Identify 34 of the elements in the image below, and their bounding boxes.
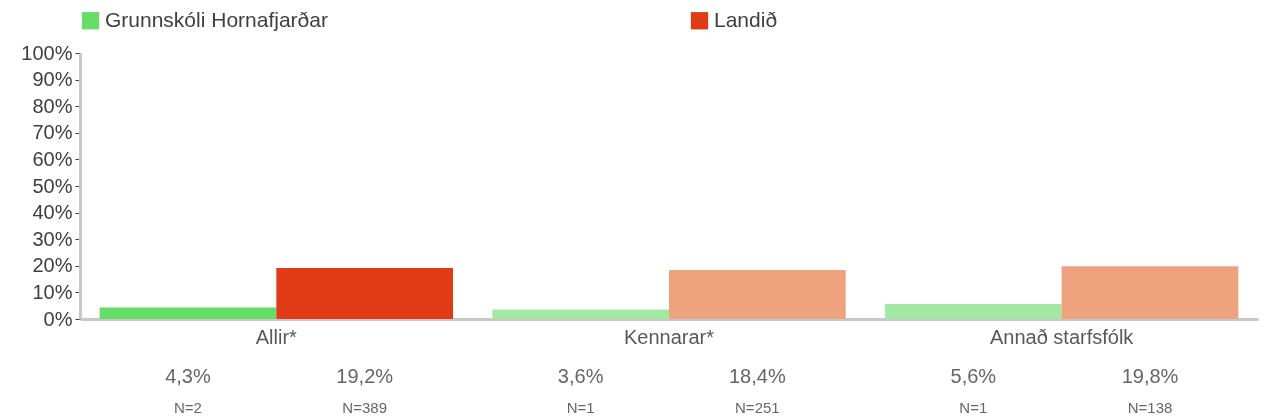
y-tick-label: 60% <box>32 147 73 170</box>
text: N=2 <box>174 399 202 416</box>
bar <box>276 267 454 319</box>
y-tick-label: 10% <box>32 280 73 303</box>
bar <box>884 304 1062 319</box>
x-tick-label: Kennarar* <box>623 325 715 348</box>
data-label: 19,8% <box>1121 365 1179 387</box>
bar <box>492 309 669 319</box>
text: N=1 <box>959 399 988 416</box>
text: N=1 <box>566 399 595 416</box>
y-tick-label: 30% <box>32 227 73 250</box>
data-label: 19,2% <box>336 365 394 387</box>
data-label: 3,6% <box>557 365 604 387</box>
legend-label: Landið <box>714 7 778 31</box>
data-label: 5,6% <box>950 365 997 387</box>
text: N=251 <box>735 399 780 416</box>
text: N=138 <box>1127 399 1173 416</box>
y-tick-label: 40% <box>32 201 73 224</box>
text: N=389 <box>342 399 387 416</box>
y-tick-label: 0% <box>43 307 73 330</box>
y-tick-label: 20% <box>32 254 73 277</box>
legend-label: Grunnskóli Hornafjarðar <box>105 7 328 31</box>
bar <box>669 270 846 319</box>
bar <box>1061 266 1239 319</box>
bar <box>99 307 277 319</box>
y-tick-label: 100% <box>21 41 73 64</box>
x-tick-label: Annað starfsfólk <box>989 325 1135 348</box>
y-tick-label: 80% <box>32 94 73 117</box>
y-tick-label: 70% <box>32 121 73 144</box>
x-tick-label: Allir* <box>255 325 298 348</box>
y-tick-label: 50% <box>32 174 73 197</box>
data-label: 18,4% <box>728 365 786 387</box>
y-tick-label: 90% <box>32 68 73 91</box>
data-label: 4,3% <box>165 365 211 387</box>
